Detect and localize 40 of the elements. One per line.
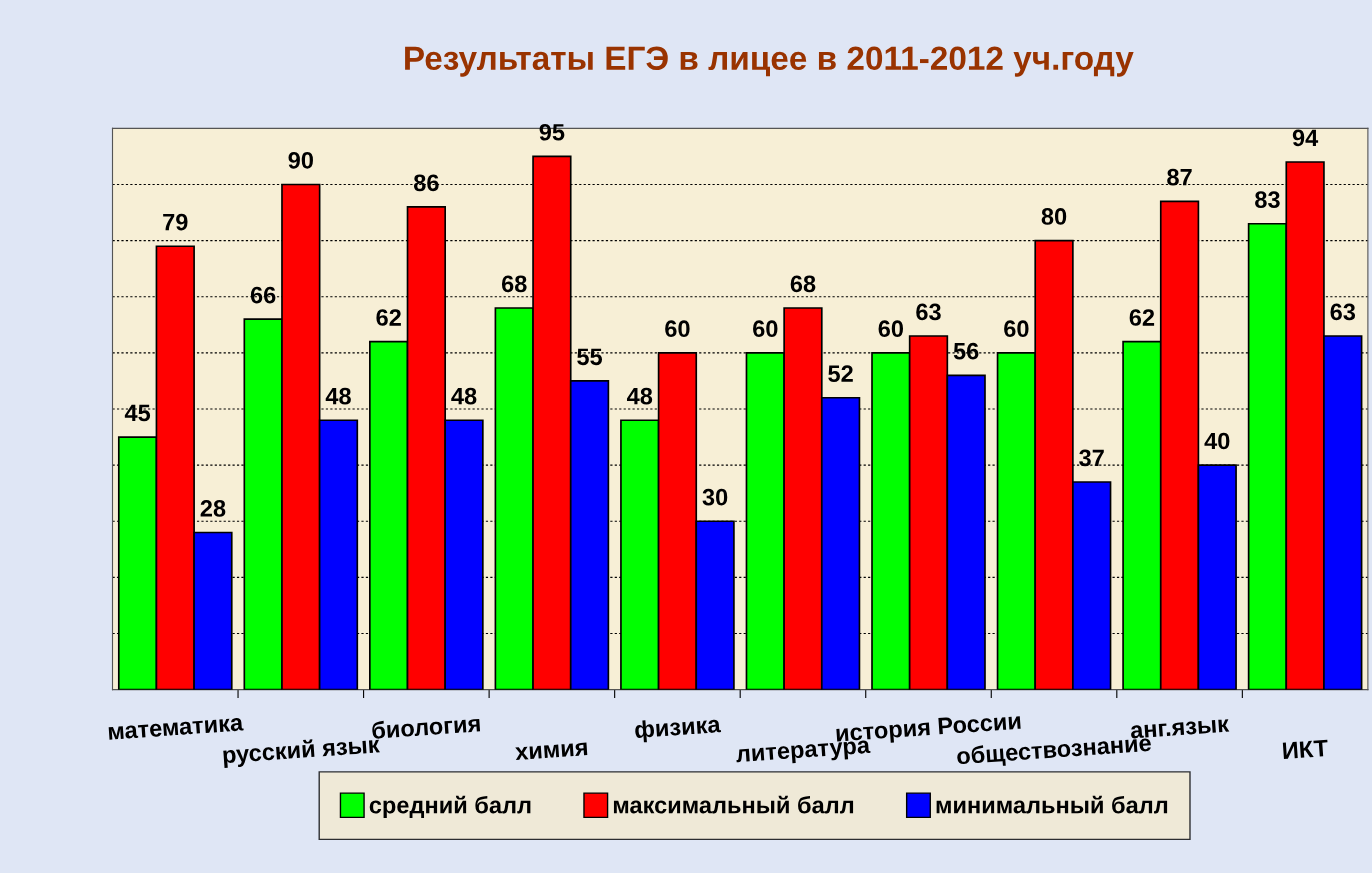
data-label: 56 xyxy=(953,342,979,360)
data-label: 28 xyxy=(200,500,226,517)
x-tick-label: анг.язык xyxy=(1130,718,1230,739)
data-label: 68 xyxy=(790,275,816,293)
legend-label: средний балл xyxy=(369,795,531,819)
data-label: 60 xyxy=(1004,320,1029,338)
data-label: 63 xyxy=(1330,303,1356,321)
data-label: 83 xyxy=(1255,191,1280,209)
data-label: 52 xyxy=(828,365,853,382)
data-label: 30 xyxy=(702,488,728,506)
legend-label: минимальный балл xyxy=(936,795,1168,814)
data-label: 94 xyxy=(1292,129,1319,147)
data-label: 63 xyxy=(916,303,941,321)
x-tick-label: химия xyxy=(515,742,588,761)
data-label: 37 xyxy=(1079,449,1104,467)
data-label: 68 xyxy=(501,275,527,293)
data-label: 90 xyxy=(288,151,313,169)
data-label: 40 xyxy=(1204,432,1230,450)
data-label: 86 xyxy=(413,174,439,192)
data-label: 48 xyxy=(451,387,477,405)
data-label: 48 xyxy=(325,387,351,405)
data-label: 79 xyxy=(163,213,188,231)
data-label: 60 xyxy=(878,320,903,338)
legend-label: максимальный балл xyxy=(613,795,854,814)
data-label: 62 xyxy=(376,309,401,326)
data-label: 60 xyxy=(665,320,690,338)
chart-title: Результаты ЕГЭ в лицее в 2011-2012 уч.году xyxy=(405,46,1134,77)
data-label: 60 xyxy=(753,320,778,338)
data-label: 55 xyxy=(577,348,603,366)
data-label: 45 xyxy=(124,404,151,422)
x-tick-label: ИКТ xyxy=(1282,739,1329,760)
data-label: 62 xyxy=(1129,309,1155,326)
x-tick-label: физика xyxy=(634,714,722,743)
data-label: 87 xyxy=(1167,168,1192,186)
data-label: 48 xyxy=(626,387,653,405)
data-label: 66 xyxy=(250,286,276,304)
x-tick-label: биология xyxy=(371,714,481,740)
data-label: 80 xyxy=(1041,208,1067,225)
x-tick-label: русский язык xyxy=(223,739,380,769)
x-tick-label: математика xyxy=(108,717,244,740)
